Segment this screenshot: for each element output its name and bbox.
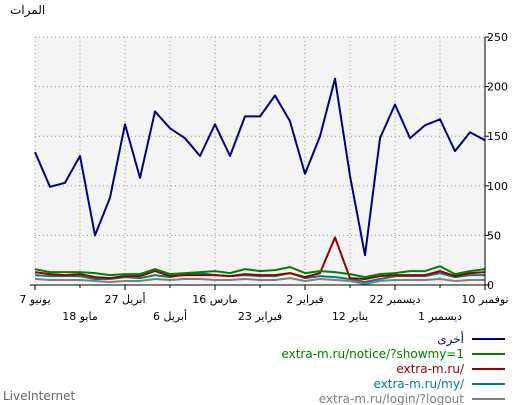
x-tick-label: 2 فبراير xyxy=(286,293,323,306)
legend-label: extra-m.ru/ xyxy=(396,362,465,376)
series-line xyxy=(34,236,486,280)
legend-label: extra-m.ru/login/?logout xyxy=(319,392,465,405)
series-line xyxy=(34,277,485,285)
x-tick-label: 22 ديسمبر xyxy=(369,293,420,306)
x-tick-label: 18 مايو xyxy=(62,310,98,323)
legend-label: extra-m.ru/notice/?showmy=1 xyxy=(281,347,464,361)
x-tick-label: 12 يناير xyxy=(332,310,368,323)
legend-label: extra-m.ru/my/ xyxy=(373,377,464,391)
y-tick-label: 250 xyxy=(487,31,508,44)
y-tick-label: 100 xyxy=(487,180,508,193)
legend-label: أخرى xyxy=(437,331,464,347)
x-tick-label: 23 فبراير xyxy=(238,310,282,323)
x-tick-label: 7 يونيو xyxy=(19,293,50,306)
x-tick-label: 10 نوفمبر xyxy=(461,293,508,306)
y-tick-label: 200 xyxy=(487,81,508,94)
footer-brand: LiveInternet xyxy=(3,389,75,403)
y-tick-label: 50 xyxy=(487,229,501,242)
x-tick-label: 27 أبريل xyxy=(104,292,145,306)
y-tick-label: 150 xyxy=(487,130,508,143)
series-line xyxy=(34,265,486,279)
x-tick-label: 6 أبريل xyxy=(153,309,187,323)
series-line xyxy=(34,77,486,257)
y-axis-label: المرات xyxy=(10,3,45,18)
y-tick-label: 0 xyxy=(487,279,494,292)
x-tick-label: 16 مارس xyxy=(192,293,238,306)
x-tick-label: 1 ديسمبر xyxy=(418,310,462,323)
